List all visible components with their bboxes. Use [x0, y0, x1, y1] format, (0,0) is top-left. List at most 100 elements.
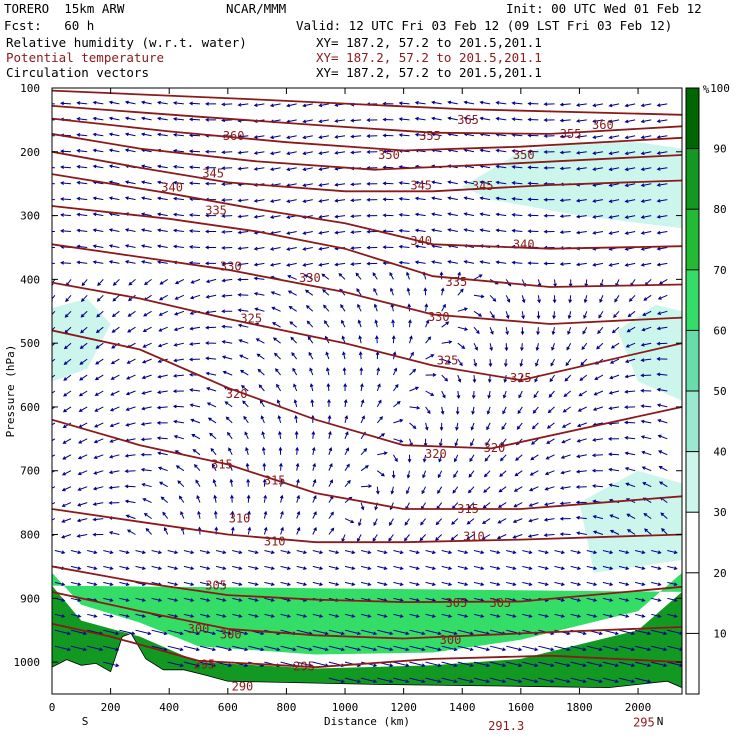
vector-arrow: [151, 550, 163, 555]
vector-arrow: [143, 279, 152, 286]
vector-arrow: [543, 197, 555, 202]
vector-arrow: [119, 597, 130, 602]
vector-arrow: [60, 101, 72, 106]
vector-arrow: [296, 526, 301, 535]
vector-arrow: [409, 368, 417, 376]
vector-arrow: [457, 288, 464, 296]
vector-arrow: [70, 581, 82, 586]
vector-arrow: [239, 369, 249, 376]
vector-arrow: [343, 382, 348, 392]
terrain-layer: [52, 632, 682, 694]
vector-arrow: [471, 390, 476, 400]
vector-arrow: [318, 215, 329, 219]
vector-arrow: [489, 550, 501, 555]
vector-arrow: [658, 450, 668, 456]
vector-arrow: [608, 215, 620, 219]
vector-arrow: [126, 374, 136, 380]
vector-arrow: [537, 295, 541, 304]
vector-arrow: [455, 406, 460, 415]
vector-arrow: [358, 518, 362, 527]
vector-arrow: [377, 677, 394, 683]
vector-arrow: [660, 512, 668, 519]
vector-arrow: [76, 196, 88, 201]
vector-arrow: [286, 135, 297, 140]
vector-arrow: [470, 422, 475, 431]
vector-arrow: [108, 116, 120, 121]
vector-arrow: [457, 358, 463, 367]
vector-arrow: [76, 148, 88, 153]
vector-arrow: [318, 183, 329, 187]
vector-arrow: [312, 565, 324, 570]
theta-label: 290: [232, 679, 254, 693]
vector-arrow: [592, 167, 603, 171]
theta-isoline: [52, 508, 682, 544]
vector-arrow: [624, 135, 636, 140]
vector-arrow: [568, 295, 573, 304]
vector-arrow: [624, 262, 636, 267]
x-tick-label: 400: [159, 701, 179, 714]
vector-arrow: [431, 228, 442, 232]
vector-arrow: [559, 150, 571, 155]
vector-arrow: [188, 357, 201, 362]
vector-arrow: [341, 335, 346, 344]
vector-arrow: [543, 134, 555, 138]
vector-arrow: [125, 390, 136, 396]
vector-arrow: [231, 526, 235, 535]
vector-arrow: [253, 103, 265, 107]
vector-arrow: [496, 534, 507, 540]
vector-arrow: [431, 180, 442, 185]
vector-arrow: [247, 526, 252, 535]
vector-arrow: [487, 375, 492, 384]
vector-arrow: [409, 335, 413, 344]
vector-arrow: [441, 613, 453, 618]
vector-arrow: [483, 470, 491, 478]
vector-arrow: [570, 645, 587, 652]
vector-arrow: [280, 526, 284, 535]
vector-arrow: [376, 416, 383, 424]
vector-arrow: [543, 213, 555, 218]
vector-arrow: [392, 367, 398, 376]
vector-arrow: [287, 275, 297, 280]
vector-arrow: [592, 262, 603, 267]
theta-label: 315: [457, 502, 479, 516]
vector-arrow: [522, 613, 533, 618]
vector-arrow: [640, 103, 652, 108]
vector-arrow: [545, 454, 555, 460]
vector-arrow: [79, 374, 88, 381]
theta-label: 365: [457, 113, 479, 127]
vector-arrow: [501, 422, 507, 431]
vector-arrow: [191, 434, 201, 440]
vector-arrow: [575, 262, 587, 267]
vector-arrow: [530, 454, 539, 461]
vector-arrow: [538, 645, 555, 652]
vector-arrow: [142, 498, 152, 504]
vector-arrow: [221, 198, 233, 202]
vector-arrow: [570, 565, 582, 570]
vector-arrow: [92, 532, 104, 537]
vector-arrow: [94, 390, 104, 396]
vector-arrow: [627, 310, 636, 318]
vector-arrow: [312, 462, 316, 471]
vector-arrow: [124, 260, 136, 264]
vector-arrow: [156, 164, 168, 169]
vector-arrow: [359, 367, 364, 376]
vector-arrow: [278, 446, 283, 455]
vector-arrow: [188, 101, 201, 106]
vector-arrow: [280, 613, 292, 618]
vector-arrow: [543, 118, 555, 122]
vector-arrow: [618, 629, 636, 636]
vector-arrow: [472, 375, 477, 384]
vector-arrow: [503, 359, 508, 368]
vector-arrow: [246, 478, 251, 487]
vector-arrow: [61, 470, 72, 476]
vector-arrow: [76, 260, 88, 265]
vector-arrow: [376, 399, 382, 408]
vector-arrow: [527, 229, 539, 234]
vector-arrow: [296, 645, 313, 652]
vector-arrow: [624, 231, 636, 235]
vector-arrow: [441, 321, 450, 328]
vector-arrow: [237, 246, 249, 251]
vector-arrow: [108, 470, 120, 475]
vector-arrow: [554, 565, 566, 570]
